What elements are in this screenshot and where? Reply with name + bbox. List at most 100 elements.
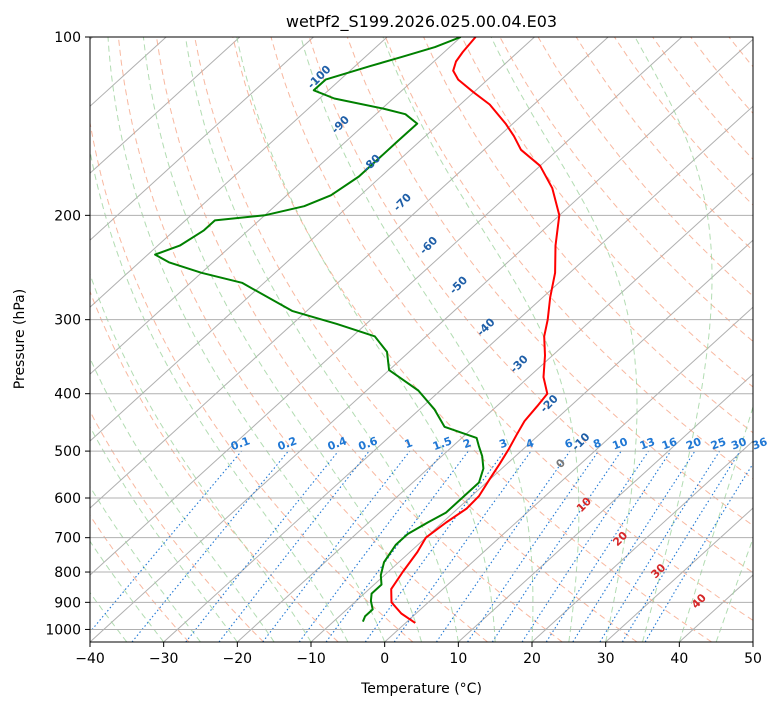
mixing-ratio-label: 8 xyxy=(592,436,604,451)
series-lines xyxy=(154,37,561,624)
dry-adiabat-line xyxy=(90,119,414,642)
mixing-ratio-label: 2 xyxy=(461,436,473,451)
mixing-ratio-label: 20 xyxy=(684,435,703,453)
moist-adiabat-line xyxy=(90,272,312,642)
y-tick-label: 700 xyxy=(54,531,81,547)
mixing-ratio-line xyxy=(572,450,696,642)
isotherm-line xyxy=(90,37,535,442)
chart-title: wetPf2_S199.2026.025.00.04.E03 xyxy=(286,12,557,32)
x-tick-label: 50 xyxy=(744,651,762,667)
isotherm-line xyxy=(457,373,753,642)
moist-adiabat-line xyxy=(634,37,713,642)
y-tick-label: 200 xyxy=(54,208,81,224)
moist-adiabat-label: -100 xyxy=(305,63,334,92)
moist-adiabat-label: -10 xyxy=(569,430,592,453)
moist-adiabat-line xyxy=(678,405,753,642)
dry-adiabat-line xyxy=(117,37,488,642)
moist-adiabat-line xyxy=(715,537,753,642)
moist-adiabat-label: -40 xyxy=(474,315,497,338)
x-tick-label: 30 xyxy=(597,651,615,667)
moist-adiabat-line xyxy=(382,37,580,642)
dewpoint-series-line xyxy=(154,37,485,622)
mixing-ratio-line xyxy=(131,450,289,642)
mixing-ratio-line xyxy=(644,462,753,642)
moist-adiabat-line xyxy=(107,37,386,642)
x-axis-ticks: −40 −30 −20 −10 0 10 20 30 40 50 xyxy=(75,642,762,667)
isotherm-line xyxy=(90,37,609,509)
mixing-ratio-line xyxy=(262,450,411,642)
x-tick-label: −20 xyxy=(223,651,253,667)
mixing-ratio-label: 0.6 xyxy=(357,434,380,453)
isotherm-line xyxy=(236,172,753,642)
dry-adiabat-line xyxy=(575,37,753,252)
dry-adiabat-line xyxy=(728,37,753,68)
mixing-ratio-line xyxy=(491,450,622,642)
moist-adiabat-label: -90 xyxy=(329,113,352,136)
isotherm-line xyxy=(90,37,241,174)
mixing-ratio-line xyxy=(467,450,599,642)
mixing-ratio-line xyxy=(218,450,370,642)
mixing-ratio-label: 1.5 xyxy=(431,434,454,453)
mixing-ratio-label: 13 xyxy=(638,435,657,452)
isotherm-line xyxy=(310,239,753,642)
y-axis-label: Pressure (hPa) xyxy=(12,289,28,389)
mixing-ratio-line xyxy=(364,450,505,642)
y-tick-label: 900 xyxy=(54,595,81,611)
moist-adiabat-line xyxy=(90,540,165,642)
y-tick-label: 300 xyxy=(54,313,81,329)
x-axis-label: Temperature (°C) xyxy=(360,681,482,697)
moist-adiabat-line xyxy=(90,591,128,642)
x-tick-label: 10 xyxy=(449,651,467,667)
mixing-ratio-line xyxy=(90,450,242,633)
mixing-ratio-label: 0.2 xyxy=(276,434,299,453)
mixing-ratio-label: 0.1 xyxy=(229,434,252,453)
mixing-ratio-label: 1 xyxy=(403,436,415,451)
y-tick-label: 600 xyxy=(54,491,81,507)
moist-adiabat-line xyxy=(142,37,422,642)
mixing-ratio-line xyxy=(521,450,650,642)
x-tick-label: 0 xyxy=(380,651,389,667)
x-tick-label: −30 xyxy=(149,651,179,667)
mixing-ratio-labels: 0.1 0.2 0.4 0.6 1 1.5 2 3 4 6 8 10 13 16 20 25 30 36 xyxy=(229,434,769,453)
dry-adiabat-line xyxy=(90,410,264,642)
mixing-ratio-label: 30 xyxy=(730,435,749,453)
moist-adiabat-line xyxy=(185,37,459,642)
x-tick-label: 20 xyxy=(523,651,541,667)
dry-adiabat-line xyxy=(194,37,638,642)
moist-adiabat-line xyxy=(236,37,496,642)
y-tick-label: 500 xyxy=(54,444,81,460)
isotherm-line xyxy=(678,574,753,642)
isotherm-lines xyxy=(90,37,753,642)
dry-adiabat-line xyxy=(232,37,712,642)
mixing-ratio-line xyxy=(435,450,571,642)
mixing-ratio-label: 36 xyxy=(750,435,769,453)
dry-adiabat-line xyxy=(346,37,753,527)
moist-adiabat-line xyxy=(90,357,275,642)
mixing-ratio-line xyxy=(393,450,532,642)
moist-adiabat-label: -60 xyxy=(417,234,440,257)
dry-adiabat-line xyxy=(690,37,753,115)
isotherm-line xyxy=(90,37,462,375)
mixing-ratio-line xyxy=(621,450,741,642)
y-tick-label: 1000 xyxy=(45,622,81,638)
mixing-ratio-label: 4 xyxy=(524,436,536,451)
dry-adiabat-line xyxy=(308,37,753,574)
moist-adiabat-label: 40 xyxy=(689,591,709,611)
isotherm-line xyxy=(163,105,753,642)
moist-adiabat-label: 0 xyxy=(553,456,568,471)
dry-adiabat-line xyxy=(385,37,753,480)
moist-adiabat-lines xyxy=(90,37,753,642)
mixing-ratio-line xyxy=(298,450,444,642)
moist-adiabat-line xyxy=(490,37,638,642)
dry-adiabat-line xyxy=(537,37,753,297)
x-tick-label: −10 xyxy=(296,651,326,667)
dry-adiabat-line xyxy=(270,37,753,621)
moist-adiabat-line xyxy=(90,485,201,642)
mixing-ratio-label: 16 xyxy=(660,435,679,453)
mixing-ratio-label: 6 xyxy=(563,436,575,451)
mixing-ratio-line xyxy=(545,450,672,642)
moist-adiabat-line xyxy=(90,425,238,642)
isotherm-line xyxy=(384,306,753,642)
